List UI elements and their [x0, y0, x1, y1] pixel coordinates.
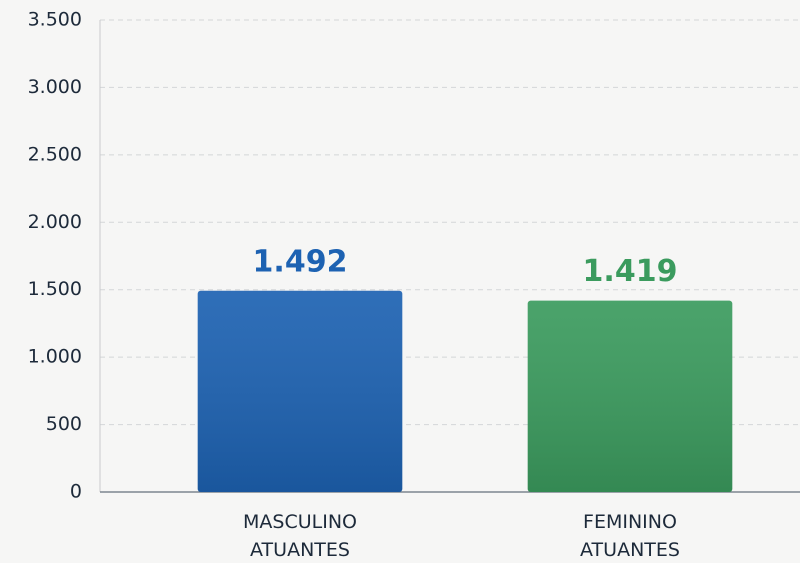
data-label: 1.492: [253, 244, 348, 279]
x-tick-label: MASCULINO ATUANTES: [243, 511, 357, 561]
bar-shade: [527, 300, 733, 492]
y-tick-label: 2.500: [28, 143, 82, 165]
y-tick-label: 1.500: [28, 278, 82, 300]
data-label: 1.419: [583, 254, 678, 289]
y-tick-label: 0: [70, 481, 82, 503]
y-tick-label: 1.000: [28, 346, 82, 368]
y-tick-label: 2.000: [28, 211, 82, 233]
y-tick-label: 3.500: [28, 9, 82, 31]
x-tick-label: FEMININO ATUANTES: [580, 511, 680, 561]
y-tick-label: 500: [46, 413, 82, 435]
bar-shade: [197, 290, 403, 492]
y-tick-label: 3.000: [28, 76, 82, 98]
